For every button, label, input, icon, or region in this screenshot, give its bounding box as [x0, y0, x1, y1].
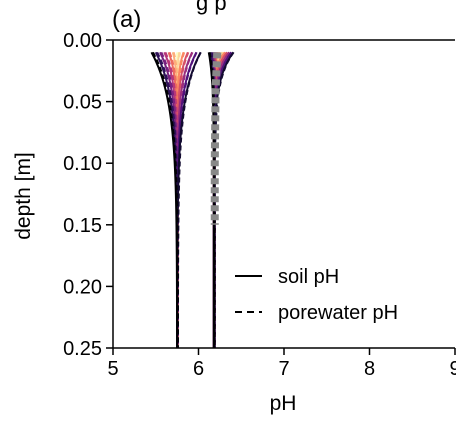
axes-layer: 5 6 7 8 9 0.00 0.05 0.10 0.15 0.20 0.25: [63, 30, 456, 380]
y-tick-label: 0.10: [63, 153, 102, 175]
x-tick-label: 6: [193, 358, 204, 380]
x-tick-label: 5: [107, 358, 118, 380]
x-axis-label: pH: [270, 392, 297, 415]
series-1-curve-7-porewater: [164, 51, 179, 348]
gray-reference-layer: [210, 52, 222, 225]
chart-title-fragment: g p: [196, 0, 227, 15]
y-tick-label: 0.00: [63, 30, 102, 52]
legend: soil pH porewater pH: [235, 266, 398, 324]
y-axis-label: depth [m]: [12, 152, 35, 240]
panel-label: (a): [112, 6, 141, 33]
y-tick-label: 0.05: [63, 92, 102, 114]
x-tick-label: 7: [278, 358, 289, 380]
legend-label-2: porewater pH: [278, 302, 398, 324]
y-tick-label: 0.15: [63, 215, 102, 237]
series-1-curve-13-porewater: [152, 51, 179, 348]
y-tick-label: 0.20: [63, 276, 102, 298]
curves-layer: [150, 51, 235, 348]
y-tick-label: 0.25: [63, 338, 102, 360]
gray-reference-line: [210, 52, 222, 225]
legend-label-1: soil pH: [278, 266, 339, 288]
x-tick-label: 8: [364, 358, 375, 380]
x-tick-label: 9: [449, 358, 456, 380]
